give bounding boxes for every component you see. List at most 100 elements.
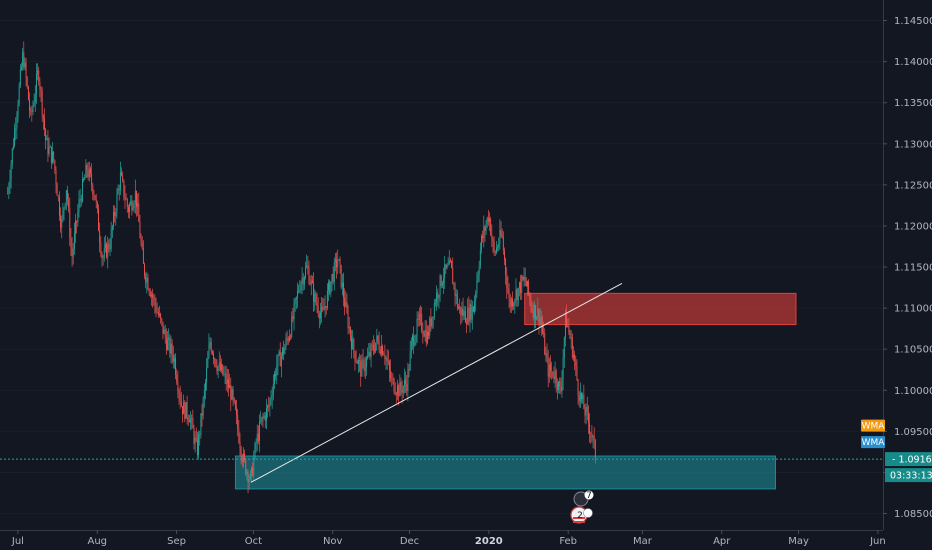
candle-body (413, 335, 415, 346)
candle-body (523, 276, 525, 280)
candle-body (256, 433, 258, 443)
candle-body (315, 293, 317, 303)
candle-body (72, 248, 74, 257)
candle-body (578, 395, 580, 402)
candle-body (362, 359, 364, 361)
candle-body (528, 280, 530, 294)
candle-body (205, 382, 206, 391)
candle-body (590, 432, 592, 434)
candle-body (221, 364, 223, 371)
candle-body (363, 359, 365, 371)
candle-body (251, 467, 252, 473)
candle-body (22, 52, 24, 67)
candle-body (432, 316, 434, 318)
candle-body (564, 311, 566, 338)
candle-body (139, 221, 141, 238)
candle-body (259, 421, 260, 442)
candle-body (551, 370, 553, 372)
candle-body (592, 436, 594, 438)
candle-body (81, 179, 83, 202)
candle-body (410, 341, 412, 352)
candle-body (261, 416, 263, 422)
candle-body (561, 378, 563, 392)
candle-body (540, 317, 542, 326)
candle-body (179, 394, 181, 402)
candle-body (40, 89, 42, 91)
candle-body (585, 406, 587, 416)
candle-body (537, 309, 539, 318)
candle-body (533, 305, 535, 318)
candle-body (208, 344, 210, 358)
candle-body (407, 369, 409, 392)
candle-body (175, 358, 177, 375)
candle-body (344, 297, 346, 307)
candle-body (463, 311, 465, 316)
candle-body (201, 413, 203, 416)
candle-body (370, 344, 372, 357)
candle-body (196, 439, 198, 455)
candle-body (191, 417, 193, 420)
candle-body (182, 406, 183, 415)
candle-body (554, 370, 556, 379)
candle-body (45, 129, 47, 141)
candle-body (346, 301, 348, 312)
candle-body (111, 226, 113, 230)
x-axis[interactable]: Jul Aug Sep Oct Nov Dec 2020 Feb Mar Apr May Jun (11, 530, 886, 547)
candle-body (93, 194, 95, 196)
candle-body (318, 313, 320, 319)
candle-body (98, 208, 99, 231)
candle-body (393, 378, 395, 393)
candle-body (35, 73, 37, 94)
candle-body (236, 409, 237, 415)
events[interactable]: 72 (570, 490, 594, 524)
candle-body (591, 433, 593, 438)
candle-body (447, 264, 449, 266)
candle-body (290, 336, 292, 338)
candle-body (575, 361, 577, 366)
candle-body (276, 365, 278, 376)
countdown-badge (885, 468, 932, 483)
candle-body (68, 199, 70, 208)
candle-body (468, 307, 470, 322)
candle-body (199, 434, 201, 436)
candle-body (438, 295, 440, 299)
event-count-bubble (584, 490, 594, 500)
candle-body (244, 453, 246, 460)
candle-body (286, 338, 288, 339)
y-axis[interactable]: 1.14500 1.14000 1.13500 1.13000 1.12500 1.120… (883, 16, 932, 520)
candle-body (219, 362, 221, 371)
candle-body (493, 241, 495, 252)
candle-body (505, 259, 507, 275)
candle-body (277, 354, 279, 366)
candle-body (497, 247, 499, 248)
current-price-value: - 1.09163 (892, 455, 932, 466)
candle-body (216, 365, 218, 372)
candle-body (18, 85, 20, 105)
candle-body (349, 327, 351, 337)
candle-body (510, 298, 512, 307)
candle-body (345, 301, 347, 307)
candle-body (8, 187, 10, 194)
candle-body (11, 148, 13, 164)
candle-body (431, 316, 433, 327)
x-tick-label: Aug (87, 536, 107, 547)
candle-body (100, 242, 102, 255)
candle-body (439, 275, 441, 296)
candle-body (34, 93, 36, 102)
candle-body (39, 81, 41, 90)
candle-body (190, 419, 191, 423)
y-tick-label: 1.11000 (894, 304, 932, 315)
candle-body (78, 199, 80, 212)
y-tick-label: 1.12000 (894, 221, 932, 232)
candle-body (462, 308, 464, 316)
candle-body (246, 471, 248, 474)
candle-body (377, 335, 379, 342)
trendline (250, 283, 623, 483)
candle-body (386, 358, 388, 362)
candle-body (206, 367, 208, 383)
candle-body (202, 398, 204, 416)
candle-body (544, 333, 546, 355)
x-tick-label: Oct (245, 536, 262, 547)
candle-body (86, 165, 88, 171)
